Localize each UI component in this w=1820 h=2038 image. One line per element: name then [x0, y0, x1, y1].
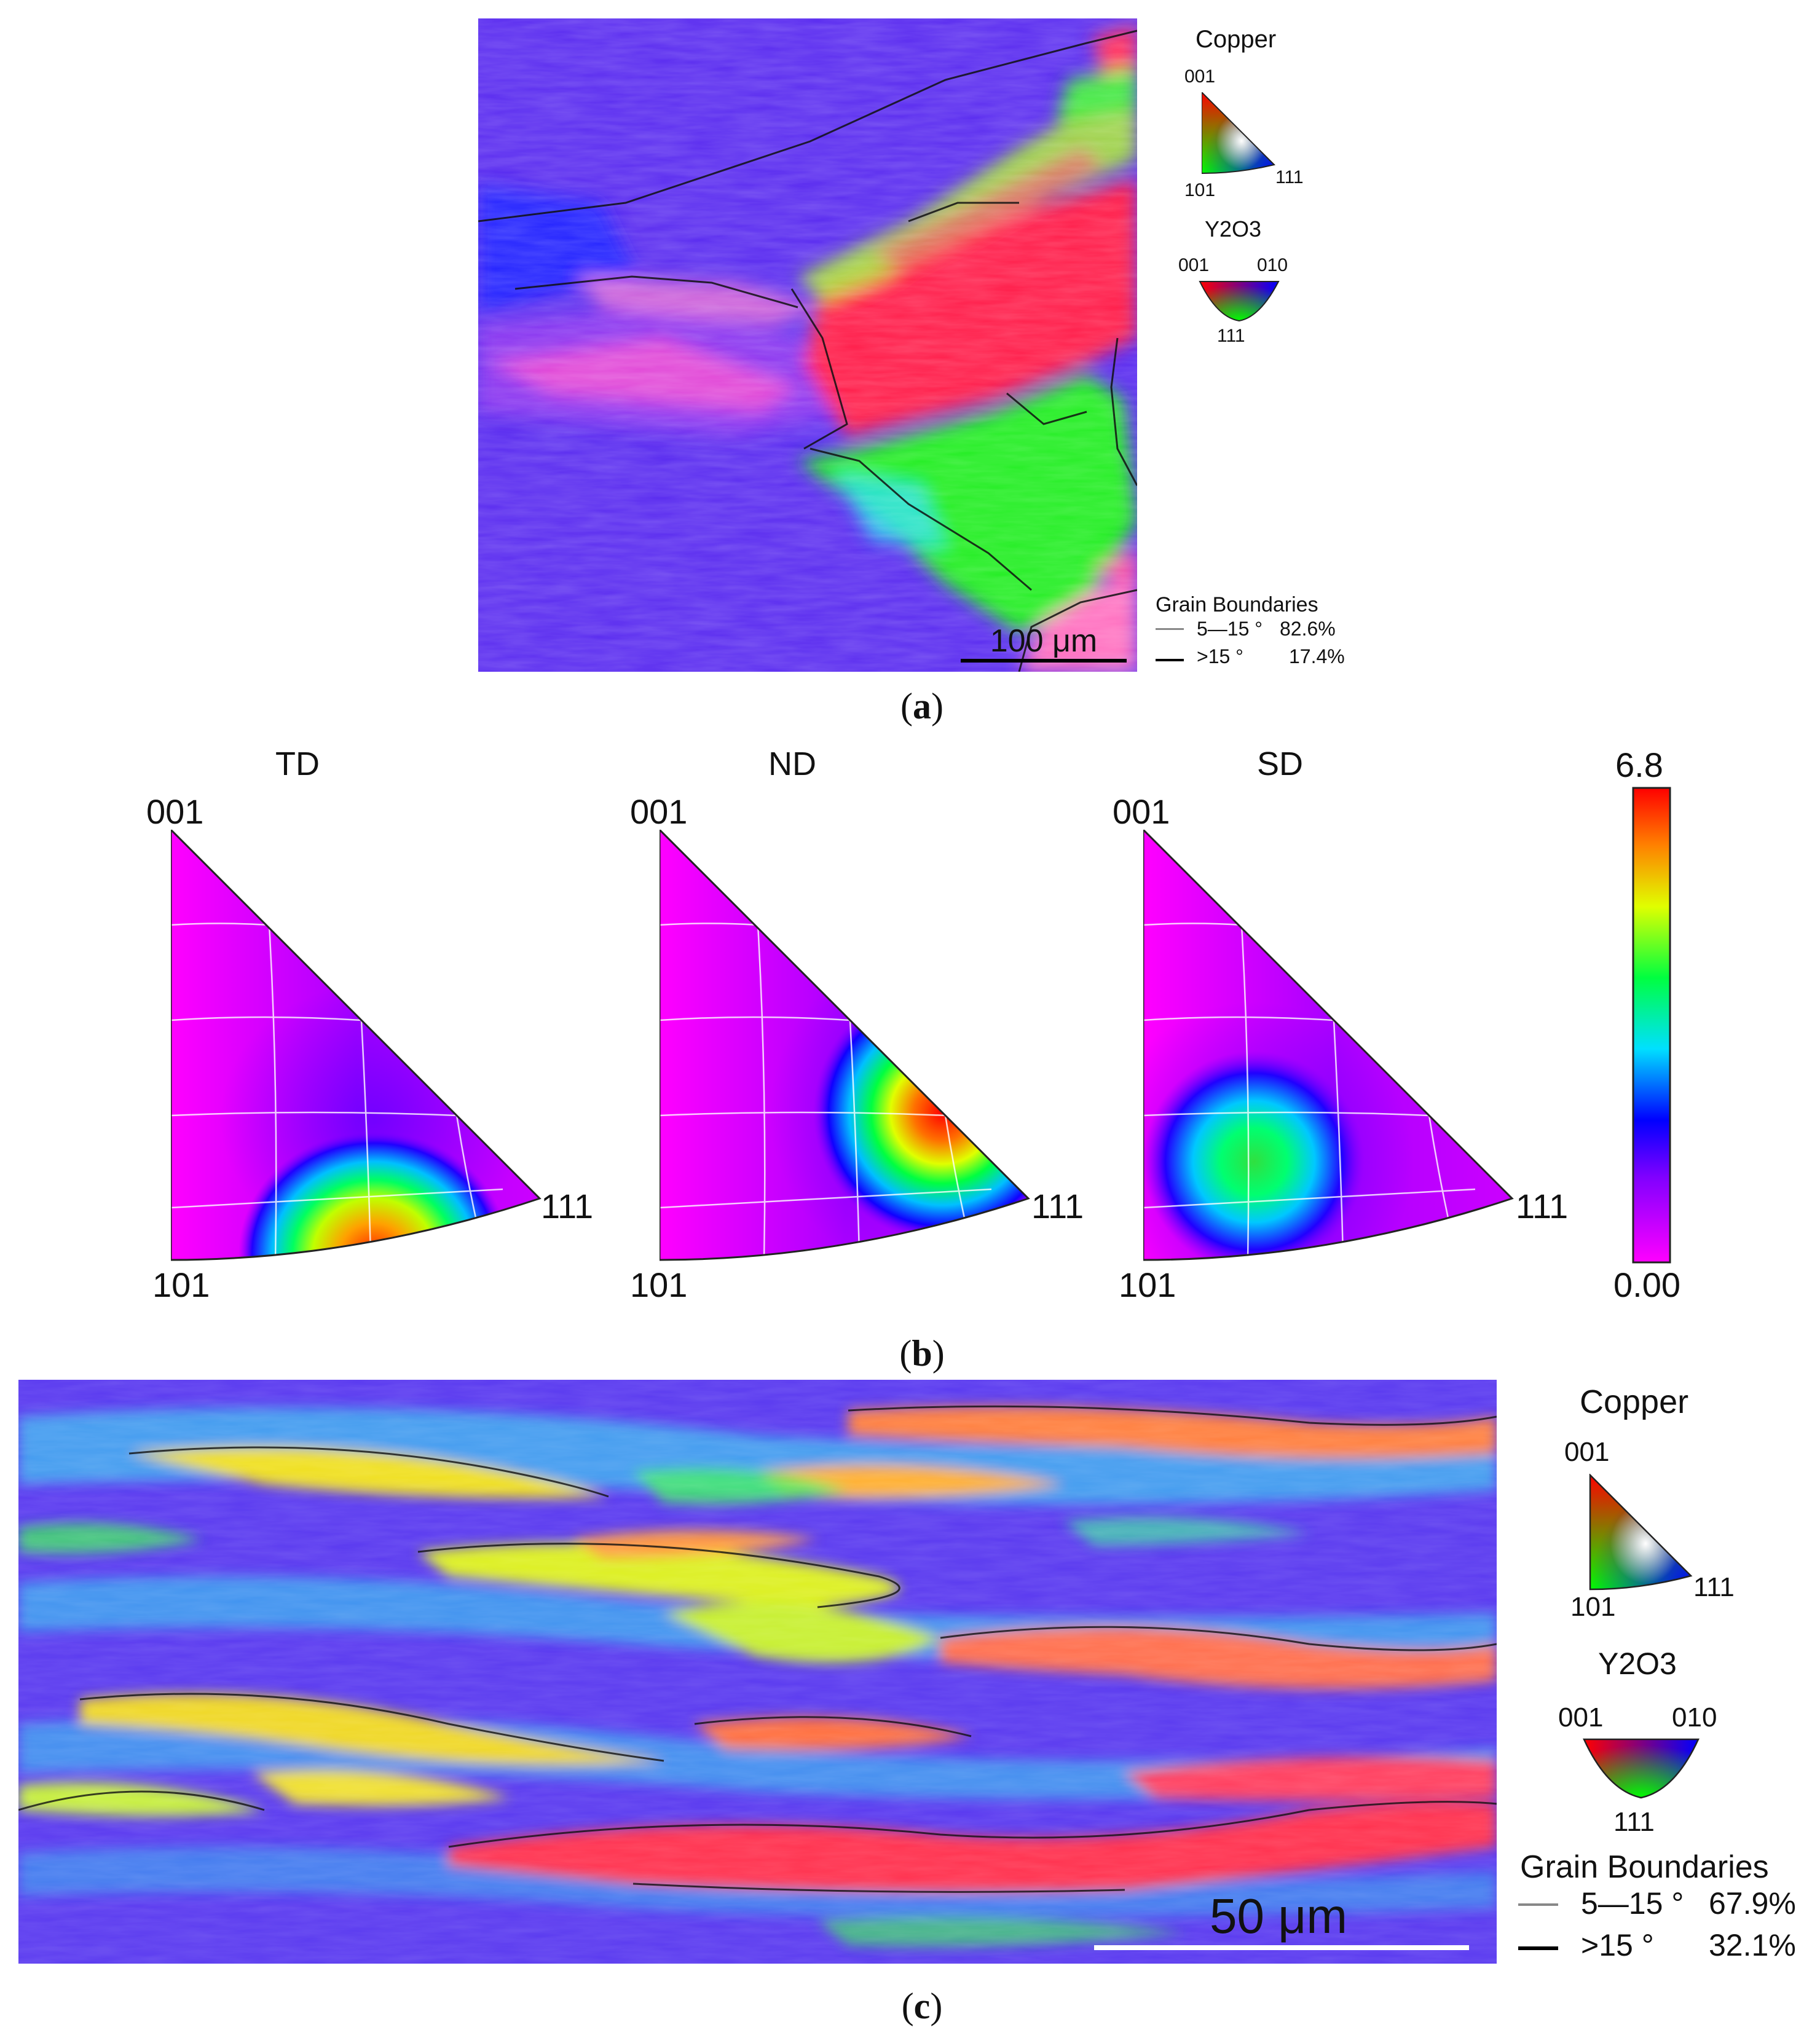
- legend-a-gb-low-line: [1156, 628, 1184, 630]
- ipf-td-title: TD: [275, 746, 320, 782]
- caption-c: (c): [901, 1986, 943, 2026]
- legend-c-y2o3-bottom: 111: [1613, 1807, 1655, 1837]
- legend-c-y2o3-triangle: [1583, 1738, 1700, 1799]
- density-colorbar: [1632, 787, 1671, 1264]
- ipf-sd-bottom: 101: [1119, 1265, 1176, 1304]
- colorbar-max-label: 6.8: [1615, 746, 1663, 784]
- legend-a-phase1-title: Copper: [1196, 26, 1277, 53]
- panel-c: 50 μm Copper 001 101 111 Y2O3 001 010 11…: [0, 1371, 1820, 2038]
- legend-c-y2o3-right: 010: [1672, 1702, 1717, 1733]
- legend-a-y2o3-right: 010: [1257, 255, 1288, 275]
- panel-a: 100 μm Copper 001 101 111 Y2O3 001 010 1…: [0, 0, 1820, 738]
- ipf-nd-top: 001: [630, 792, 688, 831]
- colorbar-min-label: 0.00: [1613, 1265, 1680, 1304]
- ipf-td-bottom: 101: [152, 1265, 210, 1304]
- legend-c-gb-low-label: 5—15 °: [1581, 1886, 1684, 1921]
- legend-a-gb-high-pct: 17.4%: [1289, 645, 1345, 667]
- ipf-sd-triangle: [1143, 830, 1514, 1261]
- legend-a-copper-right: 111: [1275, 167, 1304, 187]
- caption-a: (a): [900, 686, 943, 726]
- legend-c-copper-triangle: [1589, 1474, 1693, 1591]
- scale-bar-label-c: 50 μm: [1210, 1889, 1347, 1943]
- ipf-td-top: 001: [146, 792, 204, 831]
- scale-bar-line-c: [1094, 1945, 1469, 1950]
- ipf-sd-title: SD: [1257, 746, 1304, 782]
- legend-a-copper-left: 101: [1184, 180, 1216, 200]
- ipf-nd-right: 111: [1031, 1187, 1084, 1226]
- legend-a-gb-title: Grain Boundaries: [1156, 593, 1318, 616]
- ipf-nd-triangle: [660, 830, 1030, 1261]
- legend-c-gb-high-label: >15 °: [1581, 1928, 1654, 1962]
- ipf-td-right: 111: [541, 1187, 594, 1226]
- legend-c-gb-title: Grain Boundaries: [1520, 1849, 1769, 1885]
- legend-a-phase2-title: Y2O3: [1205, 216, 1262, 242]
- legend-a-gb-low-pct: 82.6%: [1280, 618, 1336, 640]
- ebsd-map-c: 50 μm: [18, 1380, 1497, 1964]
- legend-c-copper-top: 001: [1564, 1437, 1610, 1467]
- caption-b: (b): [899, 1333, 945, 1374]
- scale-bar-line: [961, 659, 1127, 663]
- legend-c-copper-left: 101: [1570, 1592, 1616, 1622]
- ebsd-map-a: 100 μm: [478, 18, 1137, 672]
- legend-a-gb-high-label: >15 °: [1197, 645, 1243, 667]
- ipf-td-triangle: [171, 830, 542, 1261]
- legend-a-y2o3-bottom: 111: [1217, 326, 1245, 346]
- ipf-nd-bottom: 101: [630, 1265, 688, 1304]
- panel-b: TD 001 101 111 ND 001 101 111: [0, 738, 1820, 1374]
- legend-a-gb-high-line: [1156, 659, 1184, 661]
- legend-a-gb-low-label: 5—15 °: [1197, 618, 1263, 640]
- legend-a-copper-triangle: [1202, 92, 1275, 175]
- legend-a-copper-top: 001: [1184, 66, 1216, 87]
- legend-a-y2o3-triangle: [1199, 281, 1280, 322]
- legend-c-phase2-title: Y2O3: [1598, 1647, 1677, 1681]
- scale-bar-label: 100 μm: [990, 623, 1097, 659]
- legend-c-gb-high-line: [1518, 1946, 1558, 1950]
- ipf-sd-right: 111: [1516, 1187, 1569, 1226]
- legend-c-copper-right: 111: [1693, 1572, 1735, 1602]
- legend-c-gb-low-pct: 67.9%: [1709, 1886, 1796, 1921]
- ipf-sd-top: 001: [1113, 792, 1170, 831]
- legend-a-y2o3-left: 001: [1178, 255, 1210, 275]
- ipf-nd-title: ND: [768, 746, 816, 782]
- legend-c-phase1-title: Copper: [1580, 1383, 1689, 1420]
- legend-c-y2o3-left: 001: [1558, 1702, 1604, 1733]
- legend-c-gb-low-line: [1518, 1903, 1558, 1906]
- legend-c-gb-high-pct: 32.1%: [1709, 1928, 1796, 1962]
